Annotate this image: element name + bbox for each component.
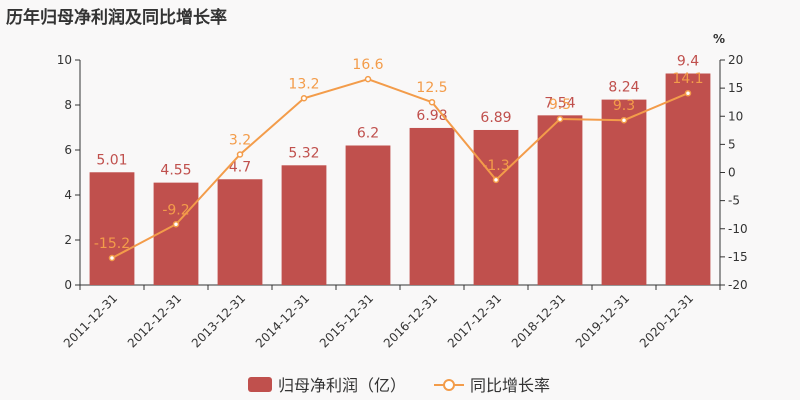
bar bbox=[281, 165, 327, 285]
growth-data-label: -1.3 bbox=[482, 158, 509, 174]
x-tick-label: 2017-12-31 bbox=[445, 291, 504, 350]
right-tick-label: 20 bbox=[728, 53, 743, 67]
bar bbox=[601, 99, 647, 285]
bar bbox=[153, 182, 199, 285]
growth-point bbox=[492, 176, 500, 184]
bar bbox=[665, 73, 711, 285]
bar bbox=[473, 129, 519, 285]
growth-point bbox=[684, 89, 692, 97]
growth-point bbox=[300, 95, 308, 102]
left-tick-label: 0 bbox=[64, 278, 72, 292]
growth-point bbox=[236, 151, 244, 158]
growth-data-label: 9.5 bbox=[549, 97, 571, 113]
right-tick-label: -10 bbox=[728, 222, 748, 236]
left-tick-label: 4 bbox=[64, 188, 72, 202]
bar-data-label: 5.01 bbox=[96, 152, 127, 168]
legend-bar-label: 归母净利润（亿） bbox=[278, 376, 406, 395]
right-tick-label: -5 bbox=[728, 194, 740, 208]
growth-data-label: -9.2 bbox=[162, 202, 189, 218]
bar-data-label: 5.32 bbox=[288, 145, 319, 161]
growth-line bbox=[111, 78, 689, 259]
x-tick-label: 2018-12-31 bbox=[509, 291, 568, 350]
x-tick-label: 2015-12-31 bbox=[317, 291, 376, 350]
left-tick-label: 2 bbox=[64, 233, 72, 247]
bar bbox=[537, 115, 583, 285]
bar-data-label: 6.89 bbox=[480, 110, 511, 126]
x-tick-label: 2014-12-31 bbox=[253, 291, 312, 350]
left-tick-label: 6 bbox=[64, 143, 72, 157]
bar bbox=[409, 127, 455, 285]
chart-title: 历年归母净利润及同比增长率 bbox=[6, 8, 227, 28]
right-tick-label: 5 bbox=[728, 137, 736, 151]
x-tick-label: 2012-12-31 bbox=[125, 291, 184, 350]
growth-point bbox=[364, 75, 372, 83]
right-tick-label: 0 bbox=[728, 166, 736, 180]
right-tick-label: -15 bbox=[728, 250, 748, 264]
x-tick-label: 2016-12-31 bbox=[381, 291, 440, 350]
x-tick-label: 2019-12-31 bbox=[573, 291, 632, 350]
right-axis-unit: % bbox=[713, 32, 725, 46]
growth-data-label: 14.1 bbox=[672, 71, 703, 87]
bar-data-label: 7.54 bbox=[544, 95, 575, 111]
bar-data-label: 4.55 bbox=[160, 163, 191, 179]
growth-data-label: -15.2 bbox=[94, 236, 130, 252]
growth-point bbox=[556, 115, 564, 123]
growth-data-label: 16.6 bbox=[352, 57, 383, 73]
legend-line-marker bbox=[443, 379, 455, 391]
bar bbox=[345, 145, 391, 285]
growth-point bbox=[108, 254, 116, 262]
right-tick-label: 10 bbox=[728, 109, 743, 123]
x-tick-label: 2013-12-31 bbox=[189, 291, 248, 350]
growth-point bbox=[172, 221, 180, 228]
growth-point bbox=[620, 116, 628, 124]
bar-data-label: 9.4 bbox=[677, 54, 699, 70]
growth-data-label: 13.2 bbox=[288, 76, 319, 92]
legend-line-label: 同比增长率 bbox=[470, 376, 550, 395]
growth-data-label: 9.3 bbox=[613, 98, 635, 114]
right-tick-label: -20 bbox=[728, 278, 748, 292]
growth-data-label: 3.2 bbox=[229, 133, 251, 149]
x-tick-label: 2020-12-31 bbox=[637, 291, 696, 350]
growth-data-label: 12.5 bbox=[416, 80, 447, 96]
bar-data-label: 6.2 bbox=[357, 126, 379, 142]
left-tick-label: 10 bbox=[57, 53, 72, 67]
growth-point bbox=[428, 98, 436, 106]
bar bbox=[89, 172, 135, 285]
x-tick-label: 2011-12-31 bbox=[61, 291, 120, 350]
legend-bar-swatch bbox=[248, 377, 272, 392]
bar-data-label: 8.24 bbox=[608, 80, 639, 96]
right-tick-label: 15 bbox=[728, 81, 743, 95]
bar-data-label: 4.7 bbox=[229, 159, 251, 175]
bar bbox=[217, 179, 263, 285]
left-tick-label: 8 bbox=[64, 98, 72, 112]
